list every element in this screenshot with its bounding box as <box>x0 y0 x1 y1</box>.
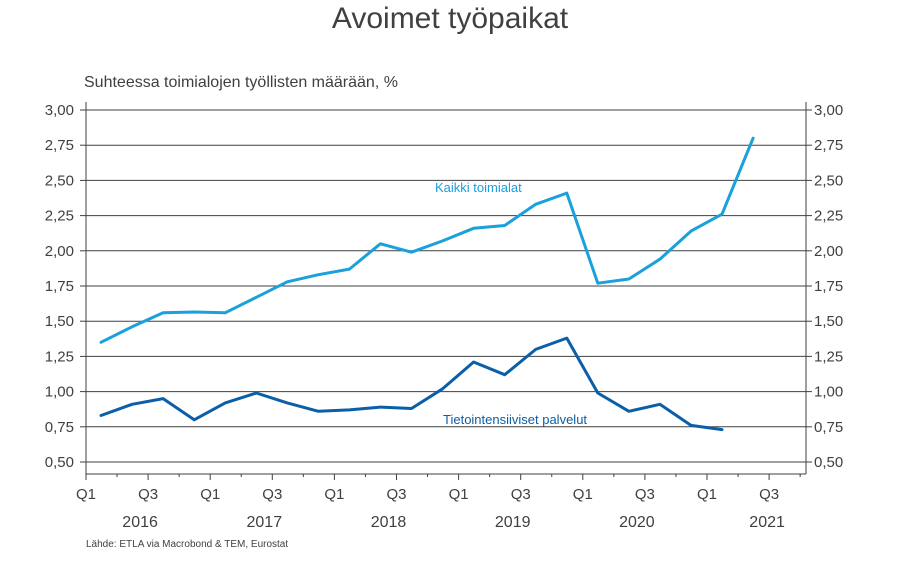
y-tick-label-left: 2,75 <box>45 137 74 154</box>
series-label-all-industries: Kaikki toimialat <box>435 180 522 195</box>
y-tick-label-left: 1,25 <box>45 348 74 365</box>
x-tick-label: Q3 <box>759 486 779 503</box>
x-tick-label: Q1 <box>697 486 717 503</box>
y-tick-label-left: 1,75 <box>45 278 74 295</box>
x-year-label: 2018 <box>371 514 407 531</box>
x-year-label: 2017 <box>247 514 283 531</box>
y-tick-label-right: 0,50 <box>814 454 843 471</box>
y-tick-label-right: 2,00 <box>814 243 843 260</box>
y-tick-label-right: 1,25 <box>814 348 843 365</box>
x-tick-label: Q3 <box>138 486 158 503</box>
y-tick-label-left: 2,00 <box>45 243 74 260</box>
x-tick-label: Q3 <box>511 486 531 503</box>
x-year-label: 2021 <box>749 514 785 531</box>
y-tick-label-left: 2,50 <box>45 172 74 189</box>
x-tick-label: Q1 <box>324 486 344 503</box>
x-year-label: 2019 <box>495 514 531 531</box>
x-tick-label: Q1 <box>449 486 469 503</box>
y-tick-label-right: 2,75 <box>814 137 843 154</box>
y-tick-label-right: 2,50 <box>814 172 843 189</box>
source-note: Lähde: ETLA via Macrobond & TEM, Eurosta… <box>86 539 289 550</box>
x-year-label: 2016 <box>122 514 158 531</box>
y-tick-labels: 0,50 0,50 0,75 0,75 1,00 1,00 1,25 1,25 1,50 1,50… <box>45 102 843 471</box>
series-line-0 <box>99 136 755 344</box>
x-tick-label: Q3 <box>262 486 282 503</box>
y-tick-label-left: 0,50 <box>45 454 74 471</box>
y-tick-label-left: 0,75 <box>45 419 74 436</box>
series-label-knowledge-services: Tietointensiiviset palvelut <box>443 412 587 427</box>
y-tick-label-right: 1,50 <box>814 313 843 330</box>
series-labels: Kaikki toimialat Tietointensiiviset palve… <box>435 180 587 427</box>
series-line-1 <box>99 336 724 432</box>
x-tick-label: Q3 <box>386 486 406 503</box>
y-tick-label-left: 1,00 <box>45 384 74 401</box>
y-tick-label-right: 3,00 <box>814 102 843 119</box>
series-lines <box>99 136 755 432</box>
x-tick-label: Q3 <box>635 486 655 503</box>
gridlines <box>86 109 806 463</box>
y-tick-label-right: 0,75 <box>814 419 843 436</box>
y-tick-label-right: 2,25 <box>814 208 843 225</box>
chart-title: Avoimet työpaikat <box>331 2 569 35</box>
axes <box>80 102 812 480</box>
x-year-label: 2020 <box>619 514 655 531</box>
y-tick-label-right: 1,00 <box>814 384 843 401</box>
x-tick-label: Q1 <box>200 486 220 503</box>
y-tick-label-right: 1,75 <box>814 278 843 295</box>
y-tick-label-left: 3,00 <box>45 102 74 119</box>
y-tick-label-left: 2,25 <box>45 208 74 225</box>
x-tick-labels: Q1 Q3 Q1 Q3 Q1 Q3 Q1 Q3 Q1 Q3 Q1 Q3 2016 2017 2018 2019… <box>76 486 785 531</box>
y-tick-label-left: 1,50 <box>45 313 74 330</box>
x-tick-label: Q1 <box>573 486 593 503</box>
y-axis-caption: Suhteessa toimialojen työllisten määrään… <box>84 74 398 91</box>
x-tick-label: Q1 <box>76 486 96 503</box>
